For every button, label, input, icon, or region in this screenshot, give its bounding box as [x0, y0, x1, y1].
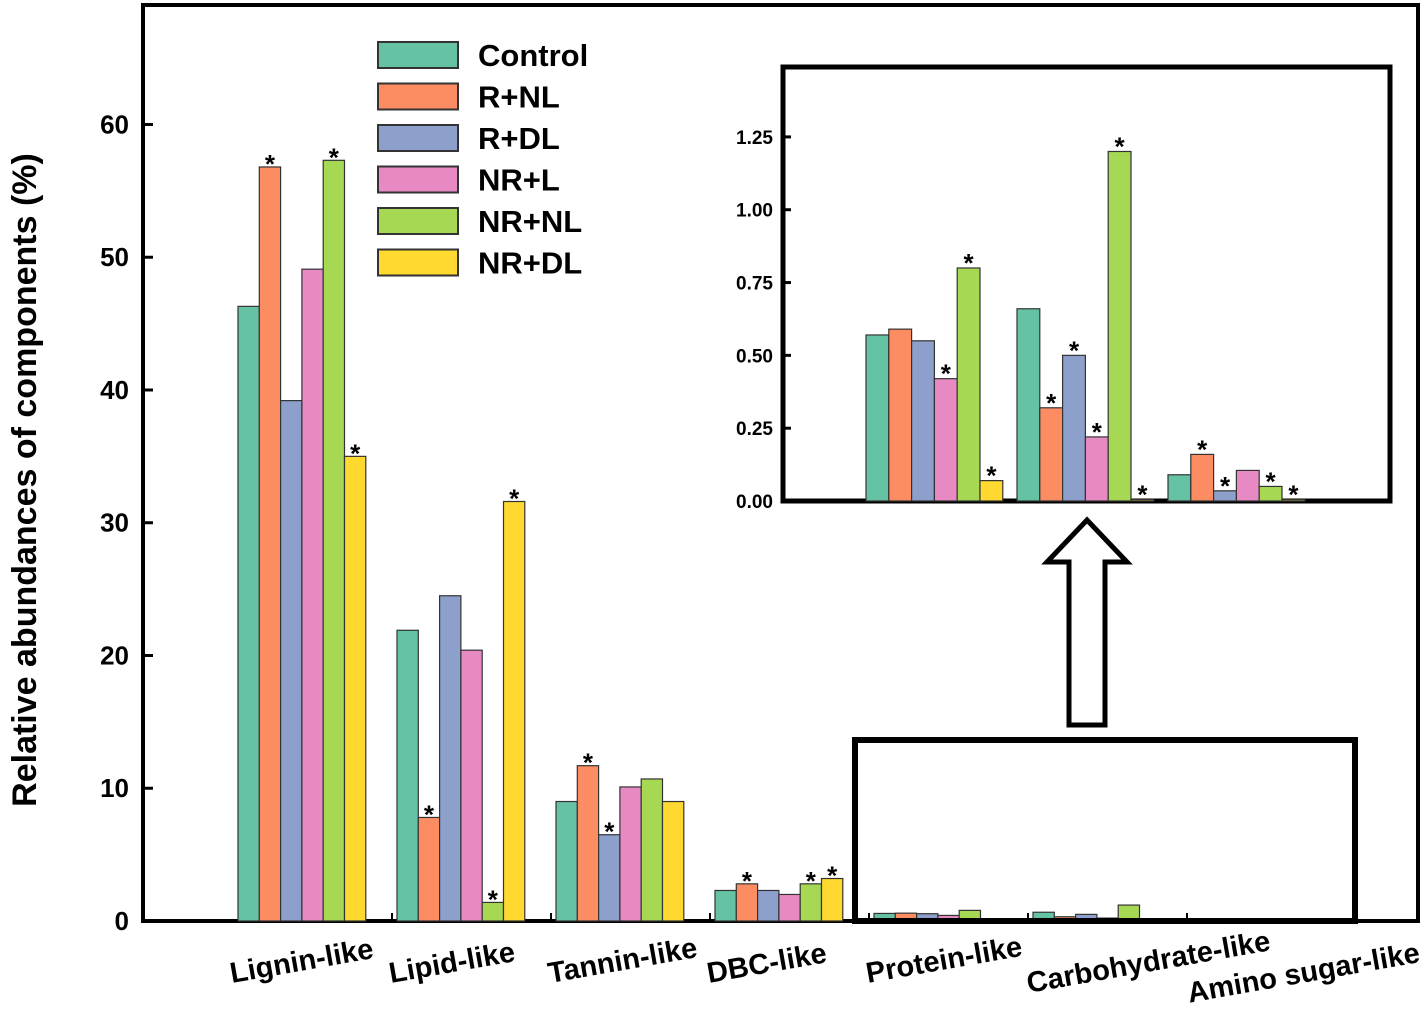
inset-bar-NR+DL [1281, 498, 1306, 502]
inset-bar-NR+L [1235, 469, 1260, 502]
bar-Control [714, 889, 737, 922]
inset-bar-R+NL [1039, 407, 1064, 502]
y-tick-label: 20 [100, 640, 129, 670]
inset-bar-R+DL [910, 340, 935, 502]
inset-y-tick-label: 1.00 [736, 201, 773, 222]
significance-star: * [265, 149, 276, 179]
legend-label: NR+NL [478, 204, 582, 239]
inset-y-tick-label: 0.50 [736, 346, 773, 367]
inset-bar-NR+L [933, 378, 958, 502]
legend-swatch-NR+L [377, 165, 459, 194]
bar-R+NL [576, 765, 600, 922]
y-tick-label: 40 [100, 375, 129, 405]
significance-star: * [1197, 434, 1208, 464]
legend-label: R+NL [478, 80, 560, 115]
inset-bar-NR+NL [1107, 150, 1132, 502]
arrow-up-icon [1041, 516, 1133, 728]
inset-bar-R+DL [1061, 354, 1086, 502]
significance-star: * [1046, 388, 1057, 418]
significance-star: * [986, 461, 997, 491]
legend-swatch-R+DL [377, 124, 459, 152]
significance-star: * [1288, 480, 1299, 510]
zoom-region-box [852, 737, 1358, 924]
bar-NR+L [301, 268, 324, 922]
inset-bar-Control [1016, 308, 1041, 502]
inset-y-tick-label: 1.25 [736, 128, 773, 149]
inset-bar-Control [865, 334, 890, 502]
x-tick-label: Lignin-like [228, 933, 376, 990]
significance-star: * [509, 483, 520, 513]
bar-R+DL [280, 400, 303, 922]
bar-R+DL [439, 595, 462, 922]
y-axis-label: Relative abundances of components (%) [6, 153, 44, 807]
significance-star: * [827, 861, 838, 891]
bar-R+NL [258, 166, 282, 922]
bar-NR+DL [820, 877, 844, 922]
legend-swatch-Control [377, 41, 459, 69]
legend-label: Control [478, 38, 588, 73]
legend-label: NR+L [478, 163, 560, 198]
legend-label: R+DL [478, 121, 560, 156]
y-tick-label: 30 [100, 508, 129, 538]
significance-star: * [488, 884, 499, 914]
bar-R+DL [597, 834, 621, 922]
y-tick-label: 10 [100, 773, 129, 803]
y-tick-label: 50 [100, 242, 129, 272]
inset-bar-Control [1167, 474, 1192, 502]
significance-star: * [583, 748, 594, 778]
bar-Control [396, 629, 419, 922]
bar-NR+L [460, 649, 483, 922]
inset-y-tick-label: 0.00 [736, 492, 773, 513]
bar-R+DL [756, 889, 780, 922]
bar-NR+NL [640, 778, 664, 922]
bar-R+NL [417, 816, 441, 922]
y-tick-label: 60 [100, 109, 129, 139]
x-tick-label: DBC-like [705, 937, 830, 990]
significance-star: * [964, 248, 975, 278]
legend-label: NR+DL [478, 246, 582, 281]
legend-swatch-R+NL [377, 82, 459, 111]
inset-bar-NR+NL [1258, 485, 1283, 502]
x-tick-label: Protein-like [864, 931, 1025, 990]
significance-star: * [424, 799, 435, 829]
inset-y-tick-label: 0.25 [736, 419, 773, 440]
bar-NR+L [778, 893, 801, 922]
legend-swatch-NR+NL [377, 207, 459, 235]
inset-y-tick-label: 0.75 [736, 274, 773, 295]
significance-star: * [604, 817, 615, 847]
significance-star: * [350, 438, 361, 468]
y-tick-label: 0 [115, 906, 129, 936]
bar-NR+NL [322, 159, 346, 922]
bar-Control [555, 800, 578, 922]
bar-NR+DL [343, 455, 367, 922]
inset-bar-NR+DL [1130, 498, 1155, 502]
significance-star: * [941, 359, 952, 389]
significance-star: * [1115, 131, 1126, 161]
inset-bar-NR+DL [979, 480, 1004, 502]
bar-NR+DL [502, 500, 526, 922]
bar-NR+L [619, 786, 642, 922]
significance-star: * [1266, 466, 1277, 496]
bar-NR+DL [661, 800, 685, 922]
significance-star: * [329, 142, 340, 172]
significance-star: * [1137, 480, 1148, 510]
significance-star: * [1069, 335, 1080, 365]
bar-Control [237, 305, 260, 922]
inset-bar-R+NL [888, 328, 913, 502]
significance-star: * [806, 866, 817, 896]
significance-star: * [1092, 417, 1103, 447]
inset-bar-R+NL [1190, 453, 1215, 502]
x-tick-label: Tannin-like [546, 932, 700, 990]
inset-bar-NR+NL [956, 267, 981, 502]
significance-star: * [742, 866, 753, 896]
x-tick-label: Lipid-like [387, 936, 518, 990]
legend-swatch-NR+DL [377, 248, 459, 277]
significance-star: * [1220, 471, 1231, 501]
